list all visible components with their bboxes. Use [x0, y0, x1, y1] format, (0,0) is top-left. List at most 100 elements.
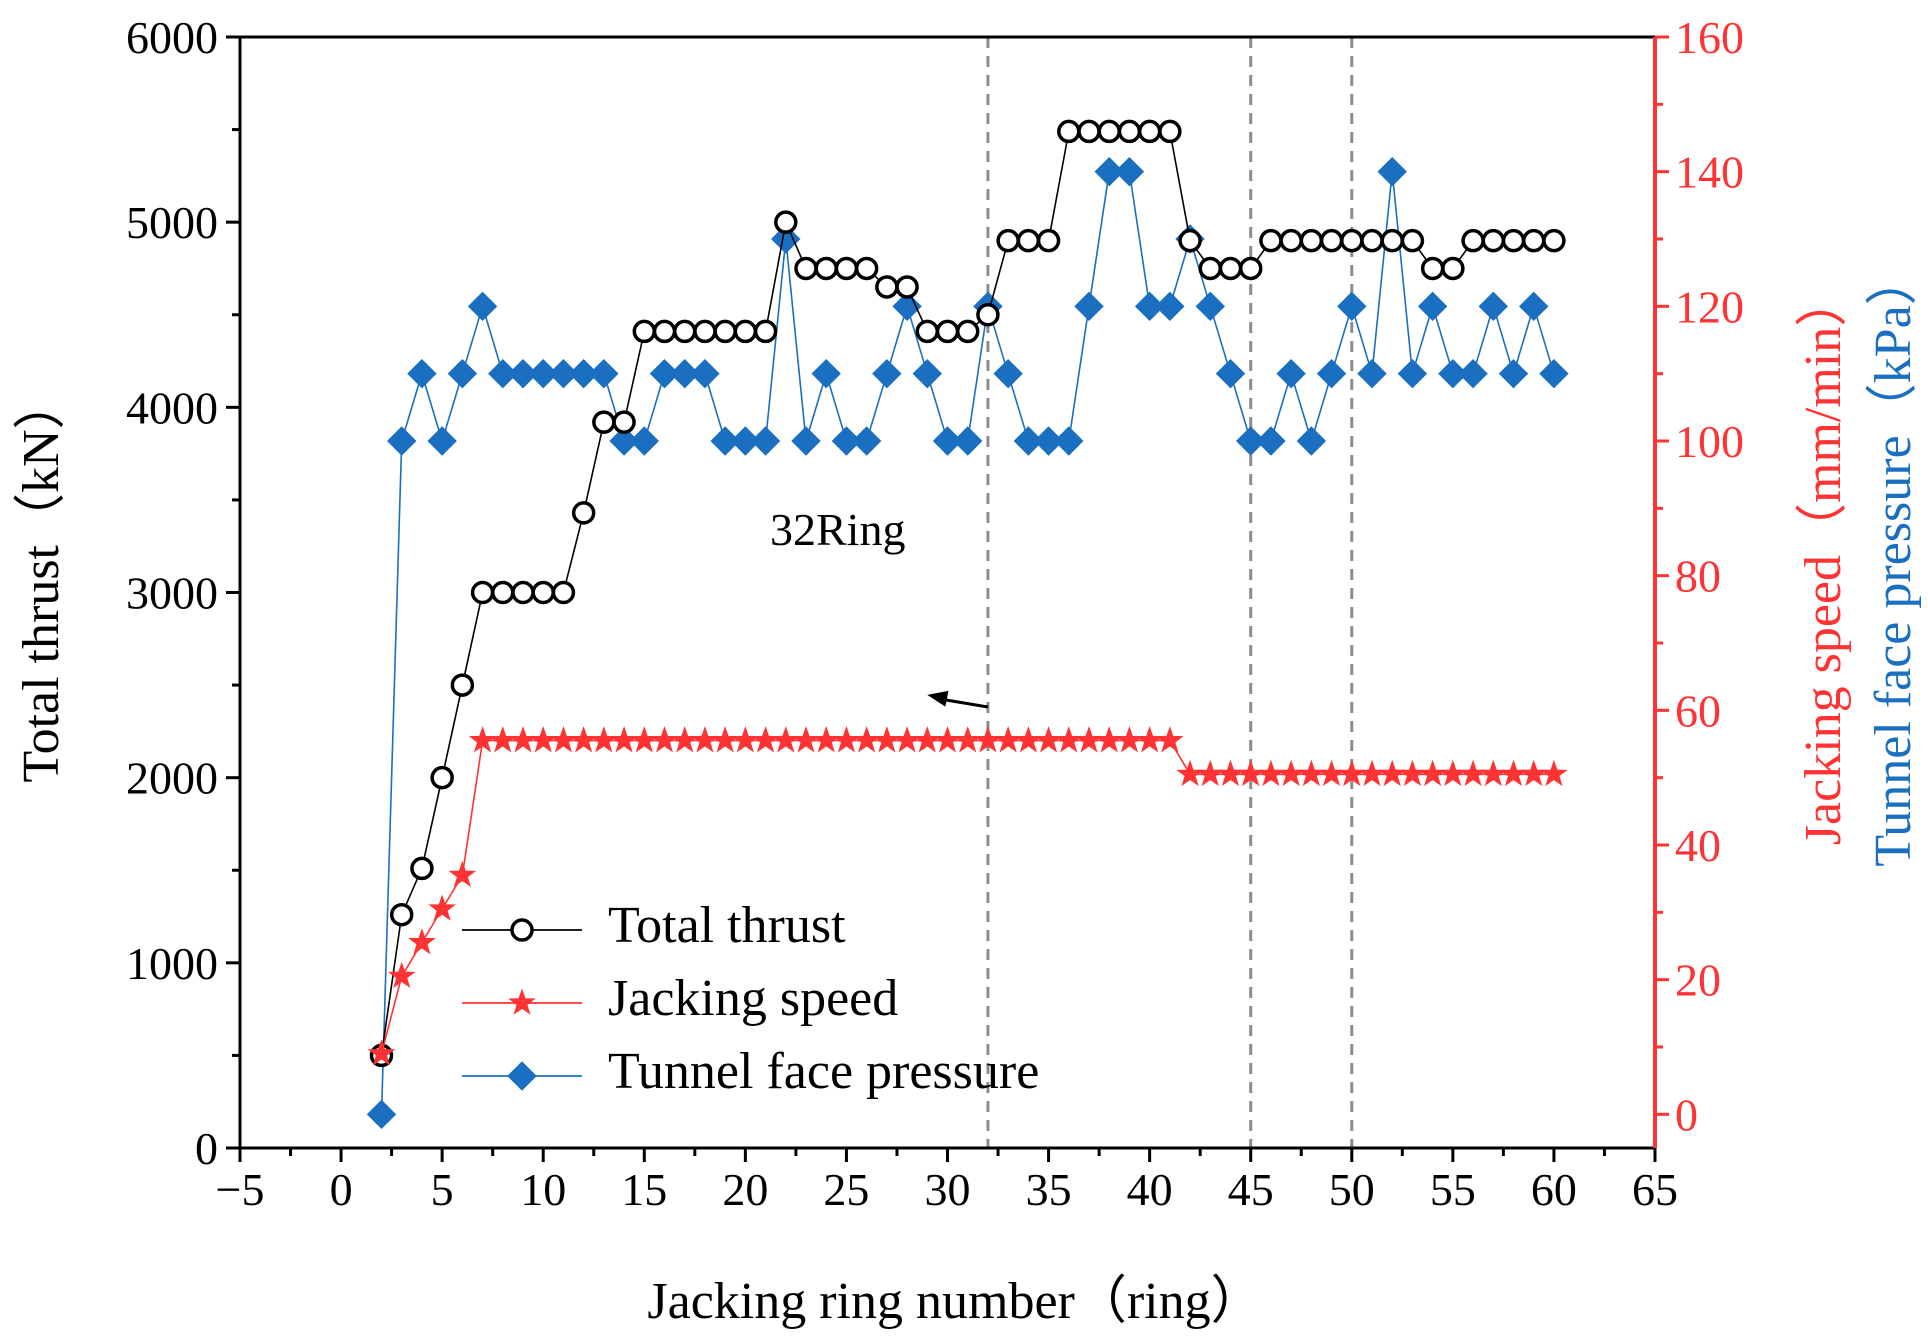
- tunnel-face-pressure-point: [1417, 291, 1448, 322]
- y-right-tick-label: 100: [1675, 416, 1744, 467]
- jacking-speed-point: [933, 726, 962, 753]
- x-tick-label: 30: [925, 1164, 971, 1215]
- jacking-speed-point: [610, 726, 638, 753]
- jacking-speed-point: [711, 726, 739, 753]
- jacking-speed-point: [468, 726, 497, 753]
- tunnel-face-pressure-point: [387, 426, 417, 456]
- x-tick-label: 35: [1026, 1164, 1072, 1215]
- tunnel-face-pressure-point: [629, 426, 659, 456]
- series: [366, 119, 1569, 1130]
- annotation-text: 32Ring: [770, 504, 905, 555]
- jacking-speed-point: [832, 726, 861, 753]
- total-thrust-point: [1077, 119, 1101, 144]
- jacking-speed-point: [1479, 759, 1508, 787]
- y-axis-right-title-speed: Jacking speed（mm/min）: [1795, 275, 1852, 845]
- total-thrust-point: [551, 580, 576, 605]
- tunnel-face-pressure-point: [1296, 426, 1327, 456]
- tunnel-face-pressure-point: [548, 358, 579, 389]
- total-thrust-point: [1521, 228, 1546, 253]
- total-thrust-point: [1057, 119, 1081, 144]
- legend-label-tunnel-face-pressure: Tunnel face pressure: [608, 1043, 1039, 1100]
- total-thrust-point: [774, 210, 798, 234]
- tunnel-face-pressure-point: [730, 426, 761, 456]
- jacking-speed-point: [1135, 726, 1164, 753]
- total-thrust-point: [814, 256, 838, 281]
- total-thrust-point: [1501, 228, 1526, 253]
- jacking-speed-point: [670, 726, 699, 753]
- tunnel-face-pressure-point: [851, 426, 882, 456]
- jacking-speed-point: [852, 726, 881, 753]
- x-tick-label: 25: [823, 1164, 869, 1215]
- total-thrust-point: [753, 319, 778, 344]
- tunnel-face-pressure-point: [750, 426, 781, 456]
- jacking-speed-point: [792, 726, 820, 753]
- tunnel-face-pressure-point: [1256, 426, 1286, 456]
- jacking-speed-point: [408, 928, 436, 955]
- tunnel-face-pressure-point: [670, 358, 700, 389]
- total-thrust-point: [1380, 228, 1404, 253]
- tunnel-face-pressure-point: [407, 358, 437, 389]
- total-thrust-point: [1198, 256, 1223, 281]
- jacking-speed-point: [1095, 726, 1124, 753]
- jacking-speed-point: [873, 726, 901, 753]
- tunnel-face-pressure-point: [1094, 156, 1124, 187]
- legend-marker-tunnel-face-pressure: [507, 1061, 537, 1091]
- jacking-speed-point: [1439, 759, 1467, 787]
- tunnel-face-pressure-point: [1478, 291, 1508, 322]
- tunnel-face-pressure-point: [872, 358, 902, 389]
- tunnel-face-pressure-point: [912, 358, 942, 389]
- total-thrust-point: [794, 256, 818, 281]
- jacking-speed-point: [1418, 759, 1447, 787]
- jacking-speed-point: [1054, 726, 1083, 753]
- tunnel-face-pressure-point: [932, 426, 963, 456]
- jacking-speed-point: [1378, 759, 1407, 787]
- total-thrust-point: [1481, 228, 1506, 253]
- tunnel-face-pressure-point: [791, 426, 821, 456]
- jacking-speed-point: [1358, 759, 1386, 787]
- tunnel-face-pressure-point: [1438, 358, 1468, 389]
- tunnel-face-pressure-point: [1195, 291, 1225, 322]
- y-left-tick-label: 2000: [126, 753, 218, 804]
- total-thrust-point: [1158, 119, 1182, 144]
- x-tick-label: 10: [520, 1164, 566, 1215]
- jacking-speed-point: [529, 726, 558, 753]
- jacking-speed-point: [1540, 759, 1568, 787]
- total-thrust-point: [955, 319, 980, 344]
- tunnel-face-pressure-point: [690, 358, 720, 389]
- jacking-speed-point: [1075, 726, 1103, 753]
- jacking-speed-point: [448, 860, 477, 888]
- tunnel-face-pressure-point: [1276, 358, 1306, 389]
- total-thrust-point: [1117, 119, 1142, 144]
- tunnel-face-pressure-point: [953, 426, 983, 456]
- total-thrust-point: [1461, 228, 1485, 253]
- total-thrust-point: [1441, 256, 1465, 281]
- jacking-speed-point: [771, 726, 800, 753]
- total-thrust-point: [632, 319, 657, 344]
- y-left-tick-label: 3000: [126, 568, 218, 619]
- y-right-tick-label: 60: [1675, 685, 1721, 736]
- tunnel-face-pressure-point: [1236, 426, 1266, 456]
- jacking-speed-point: [751, 726, 780, 753]
- jacking-speed-point: [650, 726, 679, 753]
- total-thrust-point: [592, 410, 616, 434]
- tunnel-face-pressure-point: [366, 1099, 397, 1130]
- jacking-speed-point: [1115, 726, 1144, 753]
- total-thrust-point: [895, 275, 919, 299]
- tunnel-face-pressure-point: [1337, 291, 1367, 322]
- tunnel-face-pressure-point: [1013, 426, 1044, 456]
- jacking-speed-point: [1216, 759, 1245, 787]
- y-left-tick-label: 4000: [126, 382, 218, 433]
- jacking-speed-point: [630, 726, 659, 753]
- tunnel-face-pressure-line: [380, 170, 1555, 1115]
- tunnel-face-pressure-point: [1397, 358, 1428, 389]
- legend-marker-jacking-speed: [508, 988, 536, 1015]
- jacking-speed-point: [1196, 759, 1225, 787]
- total-thrust-point: [1400, 228, 1425, 253]
- total-thrust-point: [713, 319, 737, 344]
- jacking-speed-point: [812, 726, 841, 753]
- total-thrust-point: [1360, 228, 1384, 253]
- total-thrust-point: [935, 319, 960, 344]
- x-axis-title: Jacking ring number（ring）: [647, 1273, 1262, 1330]
- annotation-arrow-head: [927, 690, 949, 707]
- total-thrust-point: [652, 319, 677, 344]
